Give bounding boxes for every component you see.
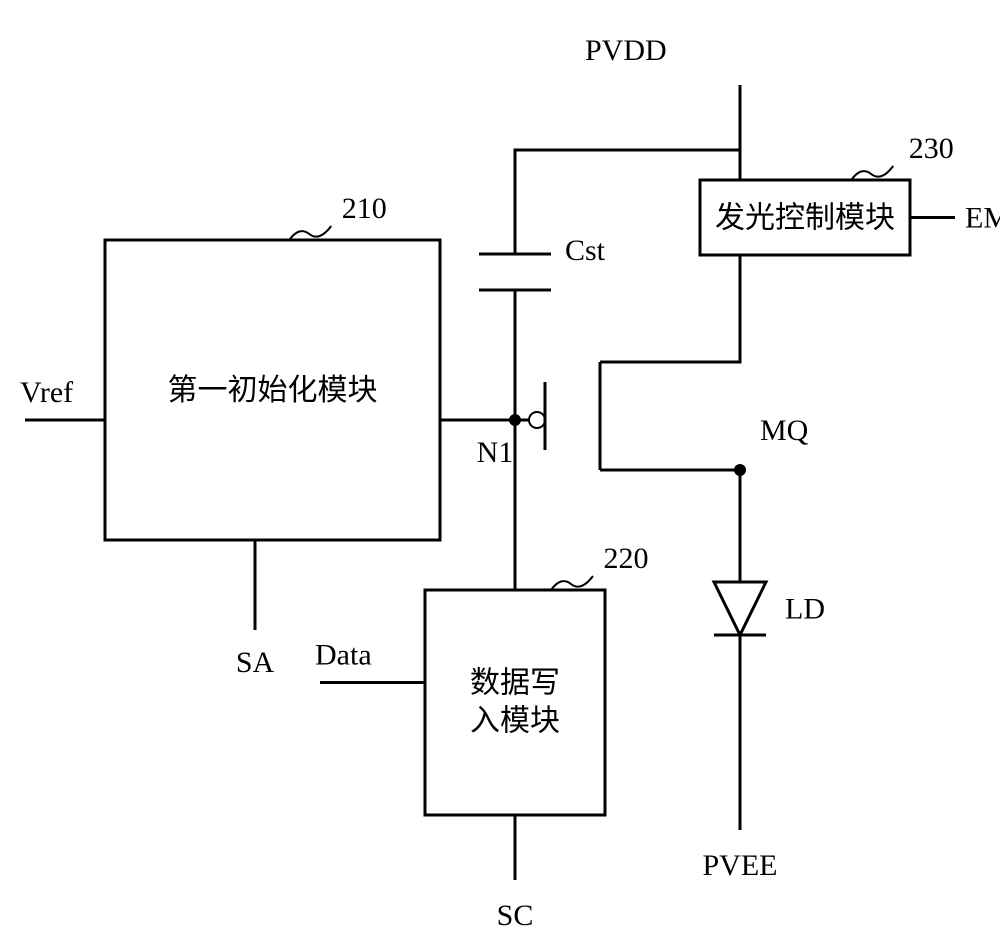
label-n1: N1 (477, 436, 514, 469)
block-210-label: 第一初始化模块 (168, 374, 378, 407)
ref-230: 230 (909, 132, 954, 165)
wire-pmos-drain-to-led (640, 470, 740, 582)
block-220-data-write (425, 590, 605, 815)
block-230-label: 发光控制模块 (715, 202, 895, 235)
ref-leader-230 (851, 166, 893, 180)
label-vref: Vref (20, 376, 73, 409)
label-ld: LD (785, 593, 825, 626)
label-pvee: PVEE (703, 849, 778, 882)
ref-210: 210 (342, 192, 387, 225)
label-sa: SA (236, 646, 275, 679)
label-mq: MQ (760, 414, 809, 447)
ref-leader-210 (289, 226, 331, 240)
block-220-label-line2: 入模块 (470, 705, 560, 738)
ref-leader-220 (551, 576, 593, 590)
label-cst: Cst (565, 234, 606, 267)
ref-220: 220 (604, 542, 649, 575)
wire-box230-to-pmos-source (640, 255, 740, 362)
circuit-diagram: 第一初始化模块 数据写 入模块 发光控制模块 PVDD PVEE Vref SA… (0, 0, 1000, 935)
node-n1 (509, 414, 521, 426)
label-em: EM (965, 202, 1000, 235)
label-data: Data (315, 639, 372, 672)
node-mq (734, 464, 746, 476)
wire-cap-top-branch (515, 150, 740, 254)
label-pvdd: PVDD (585, 34, 667, 67)
led-triangle-icon (714, 582, 766, 635)
label-sc: SC (497, 899, 534, 932)
pmos-bubble-icon (529, 412, 545, 428)
block-220-label-line1: 数据写 (470, 667, 560, 700)
